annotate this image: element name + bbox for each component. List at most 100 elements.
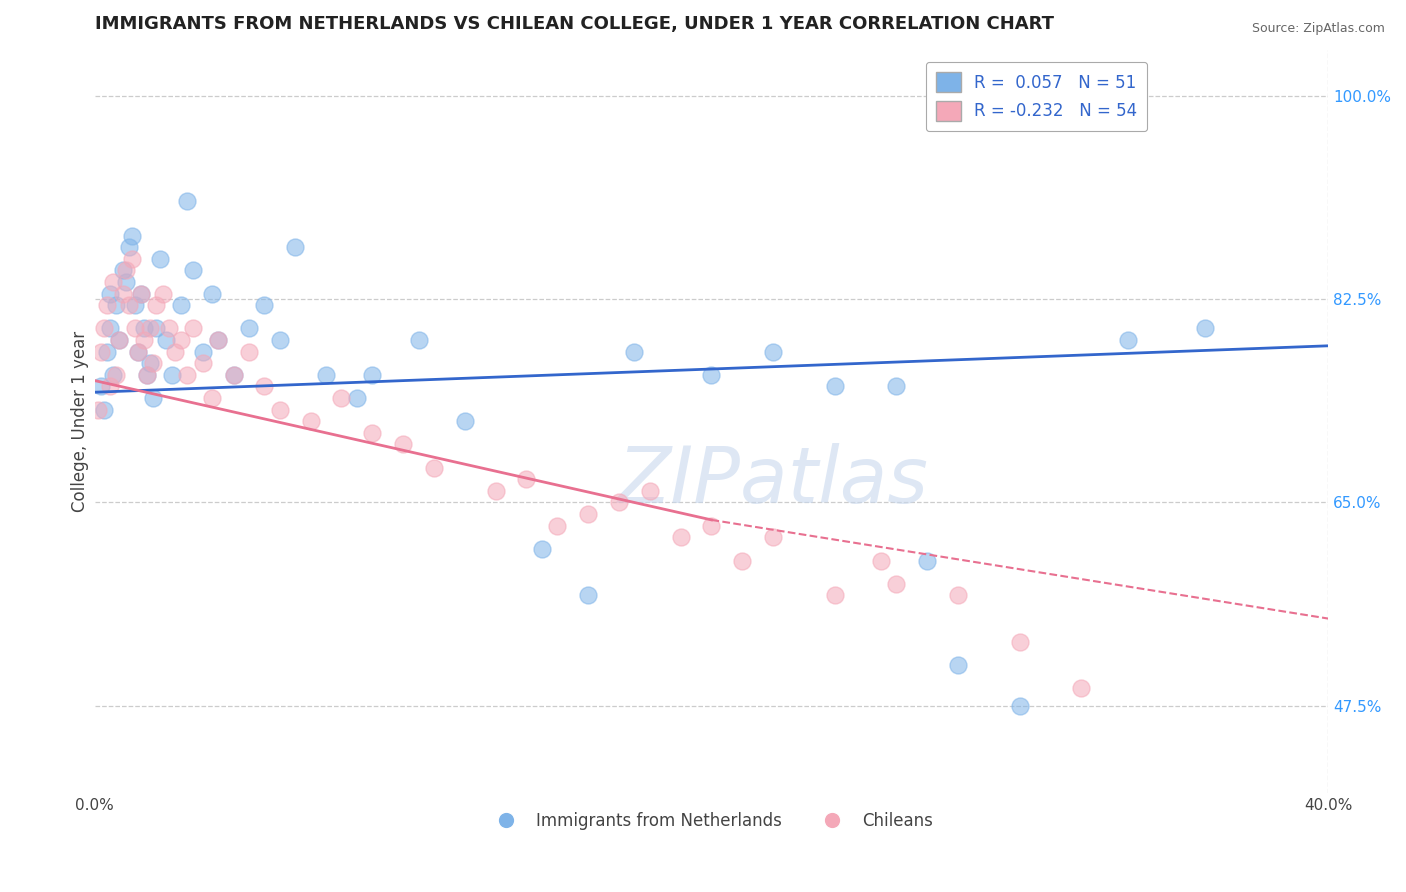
Point: [315, 368, 337, 382]
Point: [1070, 681, 1092, 696]
Point: [157, 321, 180, 335]
Point: [1116, 333, 1139, 347]
Point: [530, 541, 553, 556]
Point: [269, 333, 291, 347]
Point: [121, 228, 143, 243]
Point: [136, 368, 159, 382]
Point: [170, 333, 193, 347]
Point: [638, 483, 661, 498]
Point: [191, 344, 214, 359]
Point: [222, 368, 245, 382]
Point: [118, 298, 141, 312]
Point: [129, 286, 152, 301]
Point: [139, 321, 162, 335]
Point: [207, 333, 229, 347]
Point: [103, 368, 125, 382]
Point: [1008, 698, 1031, 713]
Point: [90, 379, 112, 393]
Point: [269, 402, 291, 417]
Point: [129, 286, 152, 301]
Point: [134, 333, 156, 347]
Point: [284, 240, 307, 254]
Point: [623, 344, 645, 359]
Point: [392, 437, 415, 451]
Point: [669, 530, 692, 544]
Point: [96, 298, 118, 312]
Point: [155, 333, 177, 347]
Point: [576, 507, 599, 521]
Point: [886, 379, 908, 393]
Point: [121, 252, 143, 266]
Point: [98, 286, 121, 301]
Point: [886, 576, 908, 591]
Point: [824, 588, 846, 602]
Point: [201, 391, 224, 405]
Point: [145, 321, 167, 335]
Point: [183, 263, 205, 277]
Point: [96, 344, 118, 359]
Point: [93, 321, 115, 335]
Point: [253, 379, 276, 393]
Point: [152, 286, 174, 301]
Point: [946, 657, 969, 672]
Point: [145, 298, 167, 312]
Point: [299, 414, 322, 428]
Point: [148, 252, 170, 266]
Y-axis label: College, Under 1 year: College, Under 1 year: [72, 331, 89, 512]
Point: [142, 391, 165, 405]
Point: [183, 321, 205, 335]
Text: ZIPatlas: ZIPatlas: [617, 442, 928, 518]
Point: [176, 194, 198, 208]
Point: [408, 333, 430, 347]
Point: [576, 588, 599, 602]
Point: [700, 518, 723, 533]
Point: [111, 286, 134, 301]
Point: [454, 414, 477, 428]
Point: [176, 368, 198, 382]
Point: [917, 553, 939, 567]
Point: [222, 368, 245, 382]
Point: [546, 518, 568, 533]
Text: Source: ZipAtlas.com: Source: ZipAtlas.com: [1251, 22, 1385, 36]
Point: [1008, 634, 1031, 648]
Point: [1194, 321, 1216, 335]
Point: [93, 402, 115, 417]
Point: [731, 553, 754, 567]
Point: [361, 425, 384, 440]
Point: [946, 588, 969, 602]
Point: [238, 344, 260, 359]
Point: [762, 344, 785, 359]
Text: IMMIGRANTS FROM NETHERLANDS VS CHILEAN COLLEGE, UNDER 1 YEAR CORRELATION CHART: IMMIGRANTS FROM NETHERLANDS VS CHILEAN C…: [94, 15, 1053, 33]
Point: [361, 368, 384, 382]
Point: [163, 344, 186, 359]
Point: [485, 483, 508, 498]
Point: [114, 263, 136, 277]
Point: [824, 379, 846, 393]
Point: [124, 298, 146, 312]
Point: [700, 368, 723, 382]
Point: [330, 391, 353, 405]
Point: [103, 275, 125, 289]
Point: [515, 472, 537, 486]
Point: [127, 344, 149, 359]
Point: [870, 553, 893, 567]
Point: [127, 344, 149, 359]
Legend: Immigrants from Netherlands, Chileans: Immigrants from Netherlands, Chileans: [484, 805, 939, 837]
Point: [762, 530, 785, 544]
Point: [108, 333, 131, 347]
Point: [105, 298, 128, 312]
Point: [114, 275, 136, 289]
Point: [134, 321, 156, 335]
Point: [346, 391, 368, 405]
Point: [170, 298, 193, 312]
Point: [139, 356, 162, 370]
Point: [207, 333, 229, 347]
Point: [201, 286, 224, 301]
Point: [142, 356, 165, 370]
Point: [118, 240, 141, 254]
Point: [423, 460, 446, 475]
Point: [90, 344, 112, 359]
Point: [98, 379, 121, 393]
Point: [253, 298, 276, 312]
Point: [108, 333, 131, 347]
